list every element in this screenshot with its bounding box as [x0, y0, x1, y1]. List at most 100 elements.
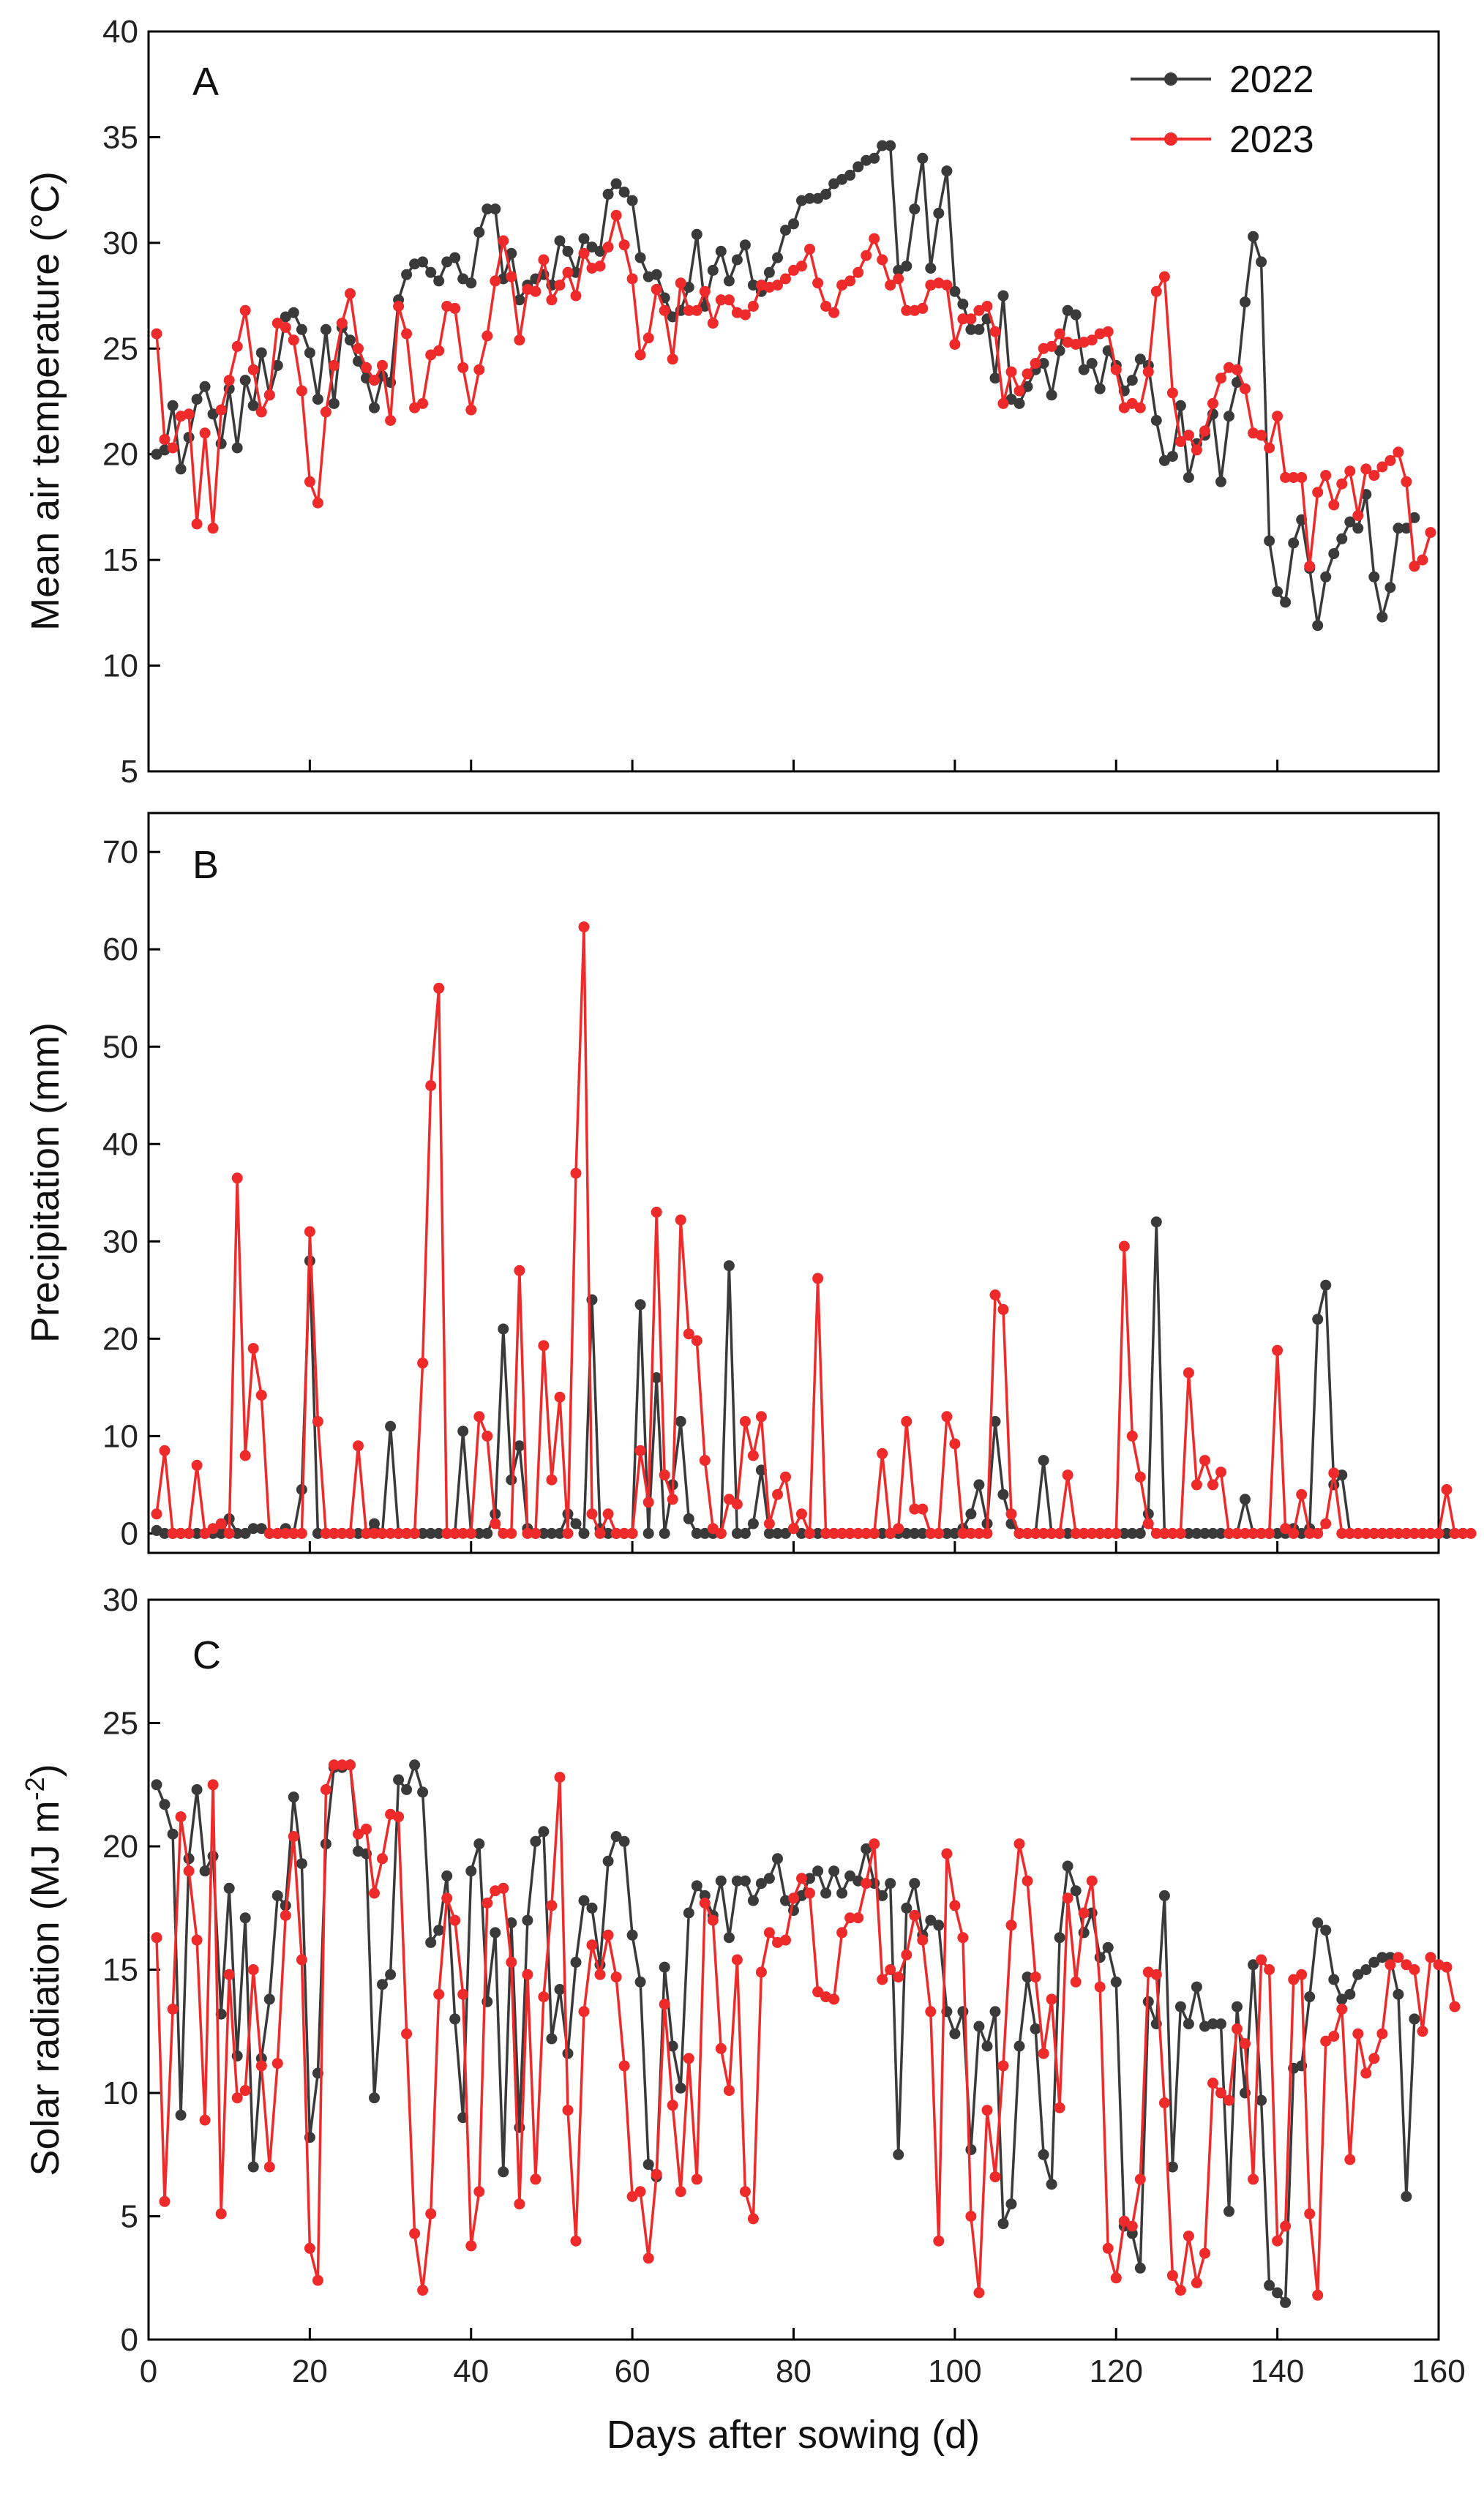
panel-a-series-2023-point — [844, 275, 856, 287]
panel-a-series-2022-point — [1352, 523, 1364, 534]
panel-c-series-2022-point — [1344, 1988, 1356, 2000]
panel-b-series-2023-point — [1158, 1527, 1170, 1539]
panel-a-series-2023-point — [1207, 397, 1218, 409]
panel-a-series-2023-point — [1086, 334, 1098, 346]
panel-a-series-2023-point — [167, 442, 179, 454]
panel-c-series-2023-point — [804, 1887, 815, 1899]
panel-a-series-2022-point — [280, 311, 291, 323]
panel-b-series-2022-point — [780, 1527, 791, 1539]
panel-a-series-2022-point — [191, 394, 203, 405]
panel-a-series-2022-point — [731, 254, 743, 266]
panel-c-series-2022-point — [747, 1895, 759, 1906]
panel-a-series-2022-point — [1022, 381, 1033, 392]
panel-a-series-2022-point — [288, 307, 299, 318]
panel-a-series-2022-point — [933, 207, 945, 219]
panel-b-series-2023-point — [199, 1527, 211, 1539]
panel-a-y-tick-label: 30 — [102, 225, 138, 261]
panel-b-series-2022-point — [159, 1527, 170, 1539]
panel-c-series-2023-point — [1336, 2003, 1348, 2015]
panel-c-y-axis-label: Solar radiation (MJ m-2) — [20, 1764, 67, 2176]
panel-c-series-2022-point — [715, 1875, 727, 1887]
panel-c-series-2023-point — [909, 1909, 921, 1921]
panel-c-series-2022-point — [820, 1887, 832, 1899]
panel-c-series-2023-point — [167, 2003, 179, 2015]
panel-b-series-2023-point — [1376, 1527, 1388, 1539]
panel-c-series-2023-point — [345, 1759, 356, 1771]
panel-b-series-2023-point — [385, 1527, 397, 1539]
panel-b-series-2023-point — [1078, 1527, 1090, 1539]
panel-c-series-2023-point — [683, 2053, 694, 2064]
panel-a-series-2023-point — [989, 326, 1001, 337]
panel-c-y-axis-label-close: ) — [23, 1764, 67, 1777]
panel-a-series-2022-point — [271, 359, 283, 371]
panel-a-series-2023-point — [901, 304, 912, 316]
panel-b-series-2023-point — [1118, 1240, 1130, 1252]
panel-b-series-2022-point — [215, 1527, 227, 1539]
panel-b-series-2023-point — [1215, 1467, 1226, 1478]
panel-c-series-2023-point — [651, 2168, 662, 2180]
panel-a-series-2023-point — [659, 304, 670, 316]
panel-a-series-2023-point — [361, 362, 372, 373]
panel-a-series-2022-point — [1086, 358, 1098, 369]
panel-a-series-2022-point — [1223, 411, 1234, 422]
panel-b-series-2022-point — [651, 1372, 662, 1384]
legend-2023-label: 2023 — [1229, 119, 1314, 161]
panel-a-series-2022-point — [788, 218, 799, 230]
panel-b-series-2022-point — [634, 1299, 646, 1311]
panel-a-series-2023-point — [804, 244, 815, 255]
panel-c-series-2023-point — [183, 1865, 195, 1877]
panel-a-series-2023-point — [465, 404, 477, 416]
panel-b-ticks: 0 10 20 30 40 50 60 70 — [102, 834, 1440, 1553]
panel-a-series-2022-point — [739, 239, 751, 251]
panel-a-series-2022-point — [989, 372, 1001, 384]
panel-a-series-2023-point — [941, 280, 953, 291]
panel-c-series-2022-point — [1360, 1964, 1372, 1975]
panel-b-series-2023-point — [1134, 1471, 1146, 1483]
panel-c-series-2023-point — [610, 1971, 622, 1983]
panel-c-y-tick-label: 10 — [102, 2075, 138, 2111]
panel-c-series-2023-point — [1062, 1892, 1073, 1904]
panel-b-series-2023-point — [989, 1289, 1001, 1300]
panel-b-series-2023-point — [1256, 1527, 1267, 1539]
panel-a-series-2023-point — [1118, 402, 1130, 413]
panel-a-series-2023-point — [1280, 472, 1292, 483]
panel-b-series-2023-point — [877, 1448, 888, 1459]
panel-c-series-2023-point — [965, 2211, 977, 2222]
panel-a-series-2022-point — [1393, 523, 1404, 534]
panel-a-series-2023-point — [345, 288, 356, 299]
panel-a-series-2022-point — [1078, 364, 1090, 375]
panel-a-series-2023-point — [207, 523, 219, 534]
panel-c-series-2023-point — [715, 2042, 727, 2054]
panel-c-series-2022-point — [1352, 1969, 1364, 1980]
panel-a-series-2022-point — [1005, 394, 1017, 405]
panel-a-series-2023-point — [739, 309, 751, 321]
panel-c-series-2022-point — [626, 1929, 638, 1941]
panel-c-series-2023-point — [433, 1988, 445, 2000]
panel-c-series-2023-point — [981, 2105, 993, 2116]
panel-c-series-2023-point — [1320, 2035, 1332, 2047]
panel-a-series-2023-point — [1232, 364, 1243, 375]
panel-c-series-2023-point — [1296, 1969, 1308, 1980]
panel-b-series-2023-point — [739, 1415, 751, 1427]
panel-a-series-2023-point — [780, 273, 791, 285]
panel-c-series-2022-point — [465, 1865, 477, 1877]
panel-c-series-2023-point — [312, 2274, 323, 2286]
panel-c-series-2022-point — [1320, 1925, 1332, 1936]
panel-b-series-2023-point — [498, 1527, 509, 1539]
panel-c-series-2022-point — [893, 2149, 904, 2160]
panel-b-series-2023-point — [1046, 1527, 1057, 1539]
panel-c-series-2023-point — [369, 1887, 380, 1899]
panel-a-series-2023-point — [393, 301, 405, 312]
panel-c-series-2022-point — [1256, 2094, 1267, 2106]
panel-a-series-2023-point — [159, 434, 170, 445]
panel-a-series-2023-point — [570, 290, 582, 302]
panel-c-series-2023-point — [957, 1932, 969, 1944]
panel-a-series-2023-point — [538, 254, 550, 266]
panel-c-series-2022-point — [772, 1853, 783, 1865]
panel-c-series-2023-point — [401, 2028, 413, 2040]
panel-a-series-2023-point — [1401, 476, 1412, 487]
panel-b-series-2022-point — [941, 1527, 953, 1539]
panel-b-series-2022-point — [1272, 1527, 1283, 1539]
panel-a-series-2023-point — [562, 266, 574, 278]
panel-b-series-2023-point — [401, 1527, 413, 1539]
